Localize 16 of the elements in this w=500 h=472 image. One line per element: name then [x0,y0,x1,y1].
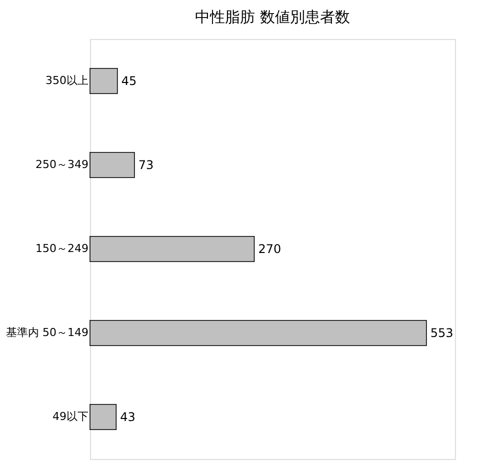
data-label: 553 [430,326,454,340]
y-tick-label: 基準内 50～149 [6,326,88,339]
y-tick-label: 150～249 [36,242,88,255]
data-label: 43 [120,410,136,424]
y-tick-label: 250～349 [36,158,88,171]
bar [90,68,118,94]
y-tick-label: 49以下 [52,410,88,423]
bar [90,320,427,346]
data-label: 45 [121,74,137,88]
bar [90,152,135,178]
bar [90,404,117,430]
data-label: 73 [138,158,154,172]
y-tick-label: 350以上 [46,74,88,87]
data-label: 270 [258,242,282,256]
bar [90,236,255,262]
chart-title: 中性脂肪 数値別患者数 [195,8,350,26]
